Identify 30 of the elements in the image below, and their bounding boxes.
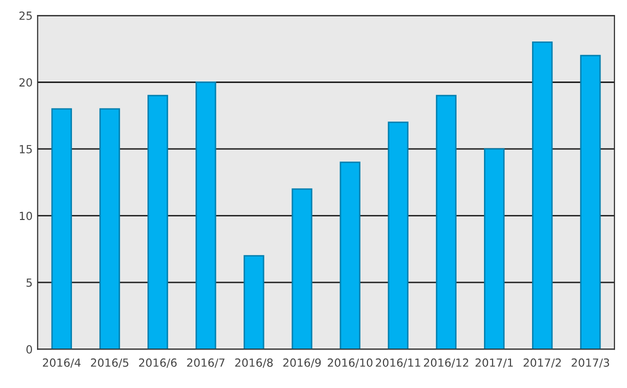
bar bbox=[580, 54, 601, 350]
x-tick-label: 2017/1 bbox=[476, 358, 513, 368]
x-tick-label: 2016/7 bbox=[187, 358, 224, 368]
bar bbox=[196, 82, 216, 350]
x-tick-label: 2016/4 bbox=[42, 358, 81, 368]
x-tick-label: 2016/11 bbox=[376, 358, 420, 368]
x-tick-label: 2016/5 bbox=[90, 358, 128, 368]
bar bbox=[244, 255, 264, 350]
x-tick-label: 2016/8 bbox=[235, 358, 273, 368]
x-tick-label: 2017/2 bbox=[524, 358, 561, 368]
y-tick-label: 5 bbox=[26, 278, 32, 287]
bar bbox=[340, 162, 360, 350]
x-tick-label: 2016/10 bbox=[328, 358, 372, 368]
y-tick-label: 10 bbox=[20, 212, 32, 220]
y-tick-label: 0 bbox=[26, 345, 32, 354]
y-tick-label: 20 bbox=[19, 78, 32, 87]
bar bbox=[99, 108, 120, 350]
bar bbox=[388, 122, 408, 350]
bar bbox=[484, 148, 505, 350]
x-tick-label: 2016/12 bbox=[424, 358, 468, 368]
bar bbox=[292, 188, 312, 350]
y-tick-label: 25 bbox=[19, 11, 32, 20]
bar bbox=[532, 42, 553, 350]
x-tick-label: 2016/6 bbox=[139, 358, 177, 368]
x-tick-label: 2017/3 bbox=[572, 358, 610, 368]
y-tick-label: 15 bbox=[20, 145, 32, 154]
bar bbox=[436, 94, 457, 350]
bar bbox=[147, 94, 168, 350]
x-tick-label: 2016/9 bbox=[283, 358, 321, 368]
bar bbox=[51, 108, 72, 350]
